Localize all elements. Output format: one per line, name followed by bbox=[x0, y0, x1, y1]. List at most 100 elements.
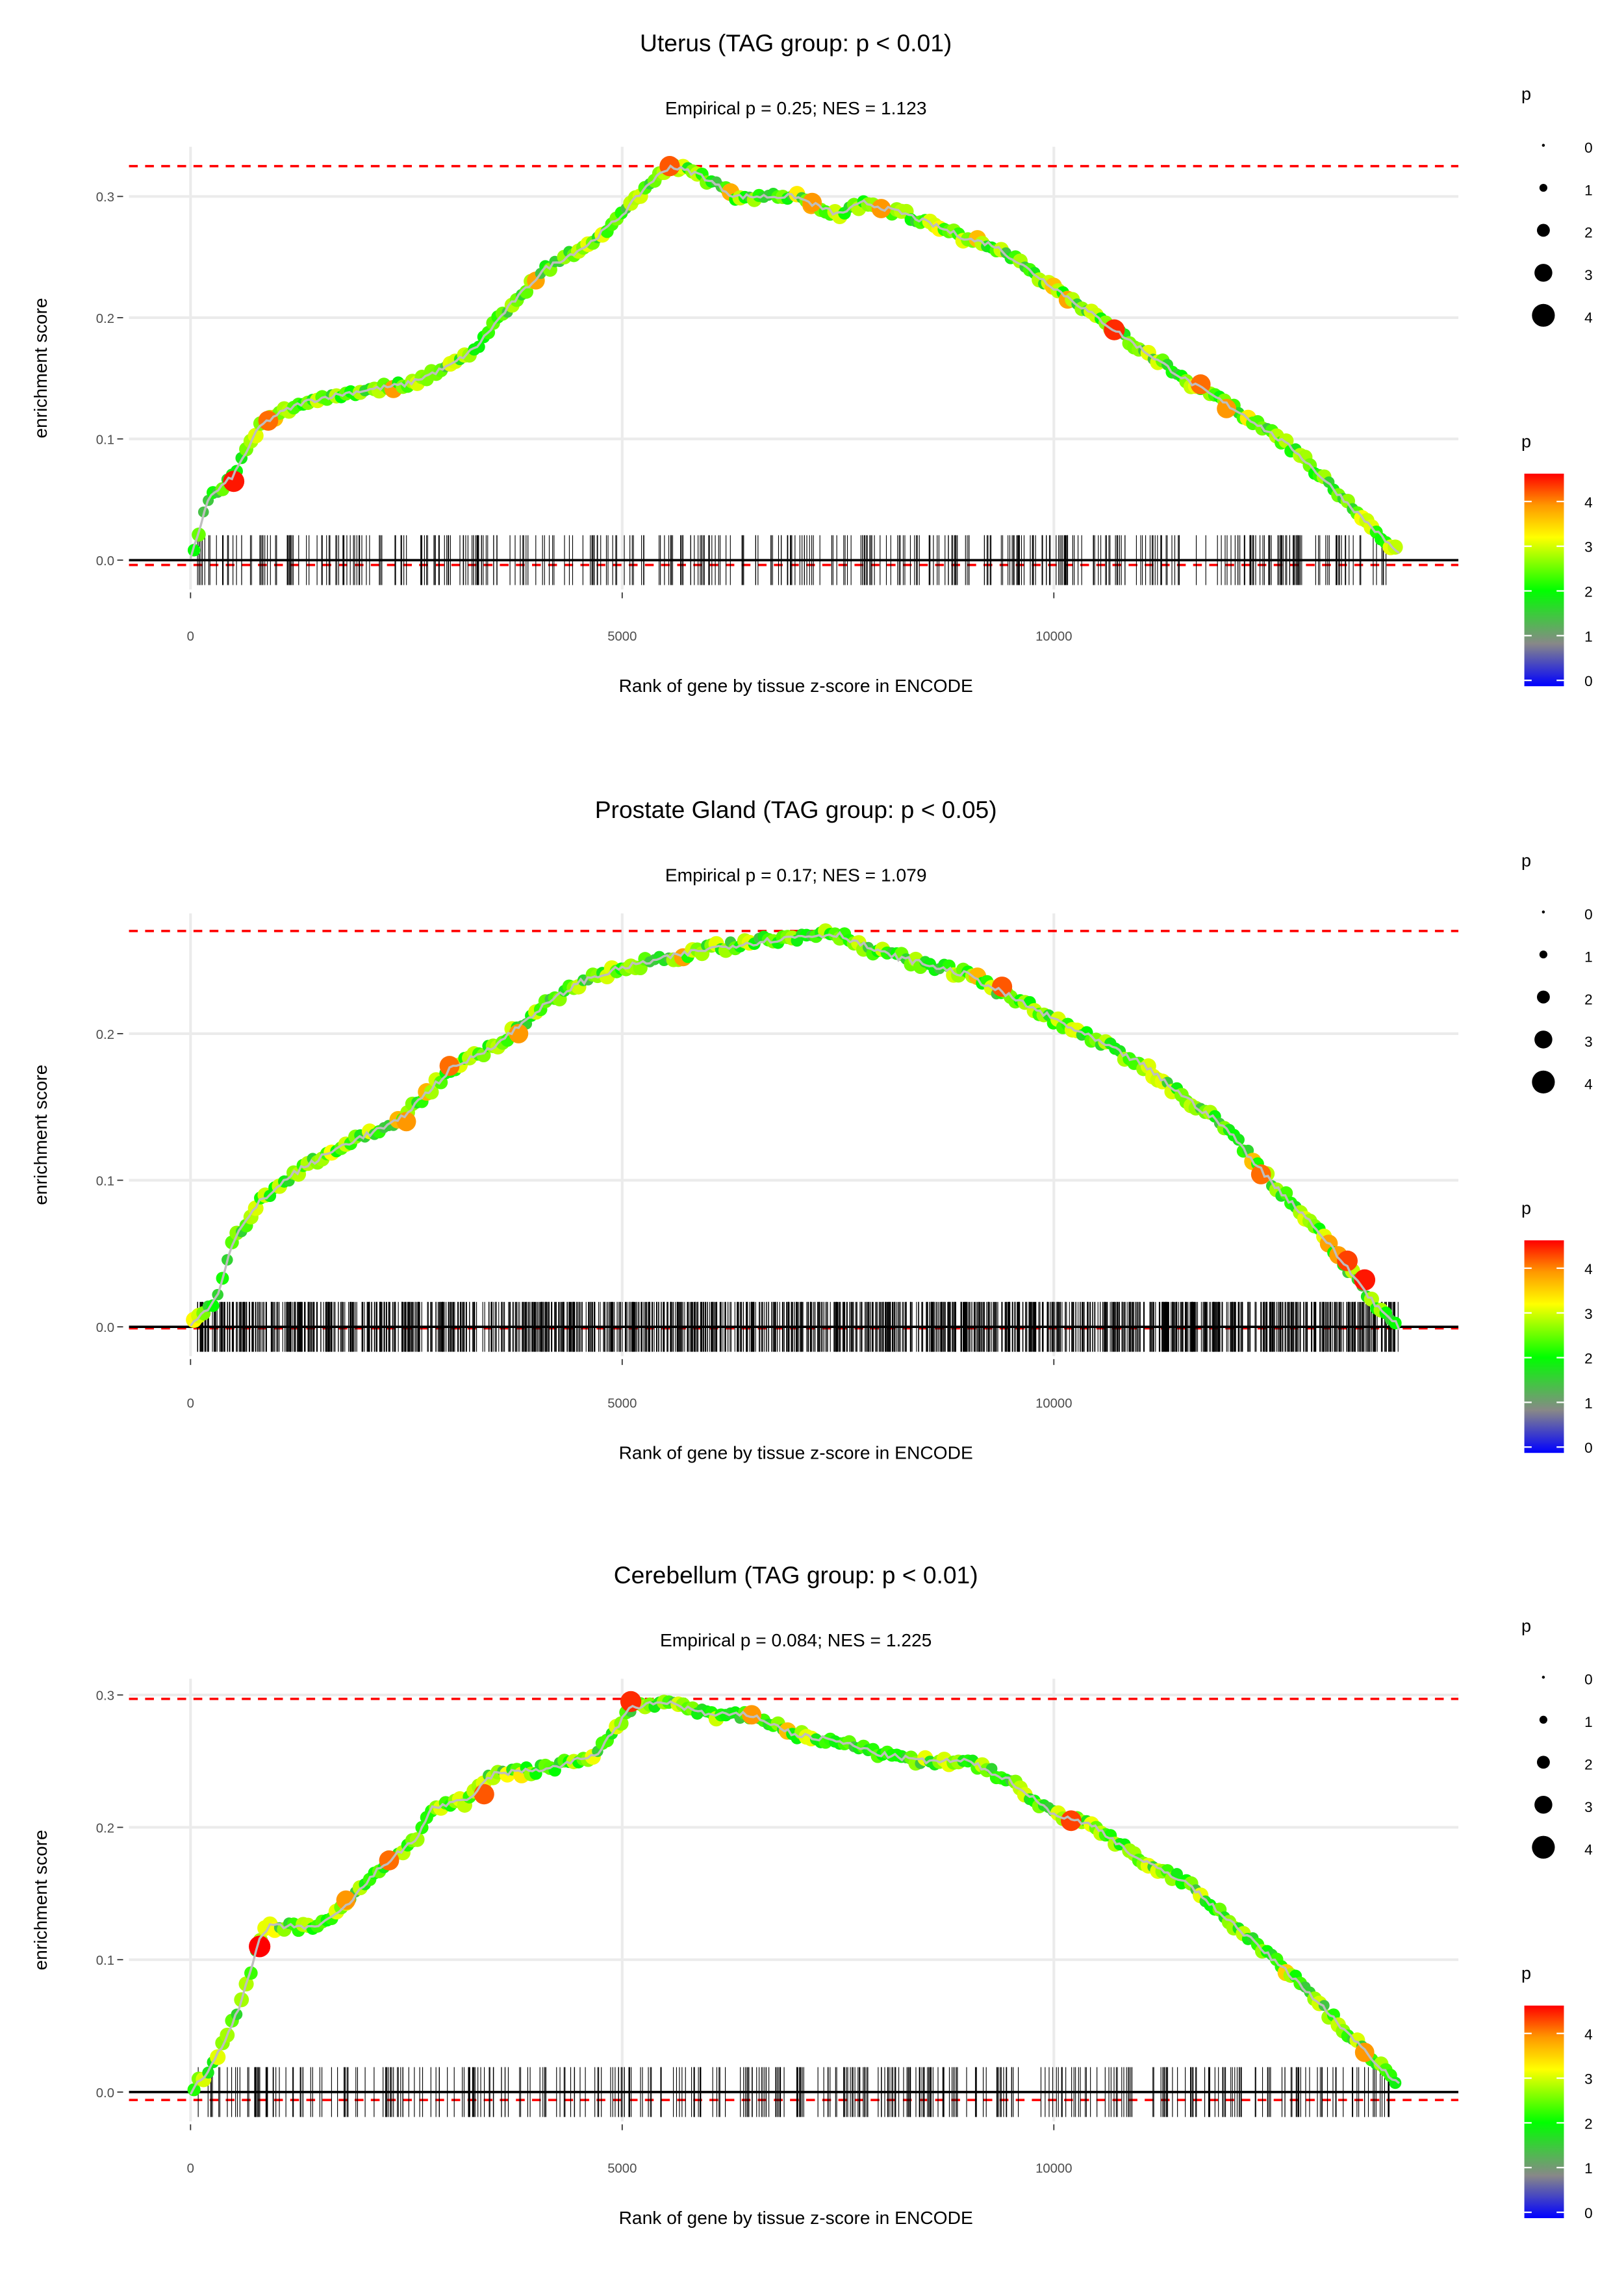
y-axis-label: enrichment score bbox=[30, 1065, 51, 1205]
size-legend-label: 3 bbox=[1584, 1799, 1593, 1815]
color-legend-label: 2 bbox=[1584, 1351, 1593, 1367]
y-tick-label: 0.1 bbox=[96, 1954, 114, 1968]
legend: p 0 1 2 3 4 p 4 3 2 1 0 bbox=[1521, 1616, 1593, 2222]
size-legend-label: 0 bbox=[1584, 906, 1593, 923]
es-point-highlight bbox=[991, 977, 1013, 997]
size-legend-dot bbox=[1542, 1676, 1545, 1679]
es-curve bbox=[189, 1700, 1400, 2095]
size-legend-dot bbox=[1534, 1030, 1553, 1049]
es-point-highlight bbox=[1250, 1164, 1271, 1184]
size-legend-label: 0 bbox=[1584, 140, 1593, 156]
es-point-highlight bbox=[336, 1890, 356, 1910]
x-axis-label: Rank of gene by tissue z-score in ENCODE bbox=[619, 2207, 973, 2228]
chart-panel-1: 0.0 0.1 0.2 0.3 0 5000 10000 Uterus (TAG group:… bbox=[30, 29, 1592, 696]
y-axis-label: enrichment score bbox=[30, 298, 51, 438]
y-tick-label: 0.2 bbox=[96, 312, 114, 326]
size-legend-label: 1 bbox=[1584, 182, 1593, 198]
legend: p 0 1 2 3 4 p 4 3 2 1 0 bbox=[1521, 84, 1593, 690]
color-bar bbox=[1524, 474, 1564, 687]
es-points bbox=[187, 1691, 1402, 2097]
x-tick-label: 0 bbox=[187, 2162, 194, 2176]
size-legend-label: 3 bbox=[1584, 1034, 1593, 1050]
es-point-highlight bbox=[742, 1705, 762, 1725]
size-legend-label: 4 bbox=[1584, 310, 1593, 326]
chart-title: Prostate Gland (TAG group: p < 0.05) bbox=[595, 796, 997, 823]
y-axis-label: enrichment score bbox=[30, 1830, 51, 1970]
color-legend-label: 2 bbox=[1584, 584, 1593, 600]
y-tick-label: 0.3 bbox=[96, 190, 114, 205]
es-point bbox=[472, 340, 485, 353]
es-point-highlight bbox=[1337, 1250, 1358, 1271]
size-legend-dot bbox=[1534, 264, 1553, 282]
es-point bbox=[1388, 539, 1403, 555]
color-legend-label: 0 bbox=[1584, 1440, 1593, 1456]
size-legend-label: 2 bbox=[1584, 1757, 1593, 1773]
color-legend-label: 1 bbox=[1584, 2160, 1593, 2177]
es-curve bbox=[189, 164, 1400, 559]
chart-subtitle: Empirical p = 0.084; NES = 1.225 bbox=[660, 1629, 932, 1650]
size-legend-label: 2 bbox=[1584, 225, 1593, 241]
color-legend-label: 3 bbox=[1584, 1306, 1593, 1322]
color-legend-label: 4 bbox=[1584, 2026, 1593, 2043]
size-legend-dot bbox=[1536, 224, 1550, 237]
size-legend-dot bbox=[1539, 950, 1547, 959]
size-legend-label: 1 bbox=[1584, 949, 1593, 965]
y-tick-label: 0.1 bbox=[96, 433, 114, 447]
size-legend-label: 3 bbox=[1584, 267, 1593, 283]
size-legend-dot bbox=[1532, 1835, 1555, 1859]
size-legend-label: 0 bbox=[1584, 1672, 1593, 1688]
size-legend-dot bbox=[1542, 144, 1545, 147]
x-tick-label: 10000 bbox=[1035, 1396, 1072, 1411]
es-point-highlight bbox=[474, 1783, 494, 1805]
color-legend-label: 4 bbox=[1584, 494, 1593, 511]
x-axis-label: Rank of gene by tissue z-score in ENCODE bbox=[619, 1442, 973, 1463]
color-legend-title: p bbox=[1521, 1963, 1531, 1983]
size-legend-dot bbox=[1532, 1070, 1555, 1093]
x-tick-label: 5000 bbox=[607, 1396, 637, 1411]
size-legend-dot bbox=[1539, 1715, 1547, 1724]
chart-panel-3: 0.0 0.1 0.2 0.3 0 5000 10000 Cerebellum (TAG gr… bbox=[30, 1561, 1592, 2228]
color-bar bbox=[1524, 1240, 1564, 1453]
size-legend-label: 4 bbox=[1584, 1077, 1593, 1093]
es-point-highlight bbox=[249, 1935, 271, 1958]
y-tick-label: 0.1 bbox=[96, 1174, 114, 1188]
size-legend-title: p bbox=[1521, 850, 1531, 871]
es-point-highlight bbox=[1217, 399, 1236, 418]
chart-panel-2: 0.0 0.1 0.2 0 5000 10000 Prostate Gland (TAG g… bbox=[30, 796, 1592, 1463]
es-point-highlight bbox=[439, 1056, 460, 1076]
size-legend-dot bbox=[1532, 303, 1555, 327]
chart-title: Cerebellum (TAG group: p < 0.01) bbox=[614, 1561, 978, 1589]
x-tick-label: 0 bbox=[187, 630, 194, 644]
y-tick-label: 0.2 bbox=[96, 1821, 114, 1835]
size-legend-label: 2 bbox=[1584, 991, 1593, 1008]
color-legend-label: 4 bbox=[1584, 1261, 1593, 1277]
chart-subtitle: Empirical p = 0.17; NES = 1.079 bbox=[665, 864, 927, 885]
size-legend-dot bbox=[1542, 910, 1545, 913]
y-tick-label: 0.3 bbox=[96, 1689, 114, 1704]
y-tick-label: 0.2 bbox=[96, 1028, 114, 1042]
es-point-highlight bbox=[1354, 1269, 1376, 1291]
size-legend-title: p bbox=[1521, 84, 1531, 104]
x-tick-label: 5000 bbox=[607, 630, 637, 644]
y-tick-label: 0.0 bbox=[96, 554, 114, 568]
es-point-highlight bbox=[223, 470, 245, 492]
y-tick-label: 0.0 bbox=[96, 2086, 114, 2101]
x-tick-label: 10000 bbox=[1035, 630, 1072, 644]
es-points bbox=[187, 156, 1403, 557]
size-legend-dot bbox=[1536, 990, 1550, 1004]
es-point-highlight bbox=[1060, 1810, 1082, 1832]
legend: p 0 1 2 3 4 p 4 3 2 1 0 bbox=[1521, 850, 1593, 1457]
es-curve bbox=[189, 930, 1401, 1331]
es-point bbox=[424, 1084, 439, 1100]
chart-title: Uterus (TAG group: p < 0.01) bbox=[640, 29, 952, 57]
es-point bbox=[1279, 1186, 1293, 1200]
es-points bbox=[186, 923, 1402, 1330]
size-legend-dot bbox=[1536, 1756, 1550, 1769]
x-axis-label: Rank of gene by tissue z-score in ENCODE bbox=[619, 675, 973, 696]
color-legend-label: 1 bbox=[1584, 1395, 1593, 1411]
size-legend-label: 1 bbox=[1584, 1714, 1593, 1730]
size-legend-dot bbox=[1534, 1795, 1553, 1814]
x-tick-label: 10000 bbox=[1035, 2162, 1072, 2176]
size-legend-title: p bbox=[1521, 1616, 1531, 1636]
